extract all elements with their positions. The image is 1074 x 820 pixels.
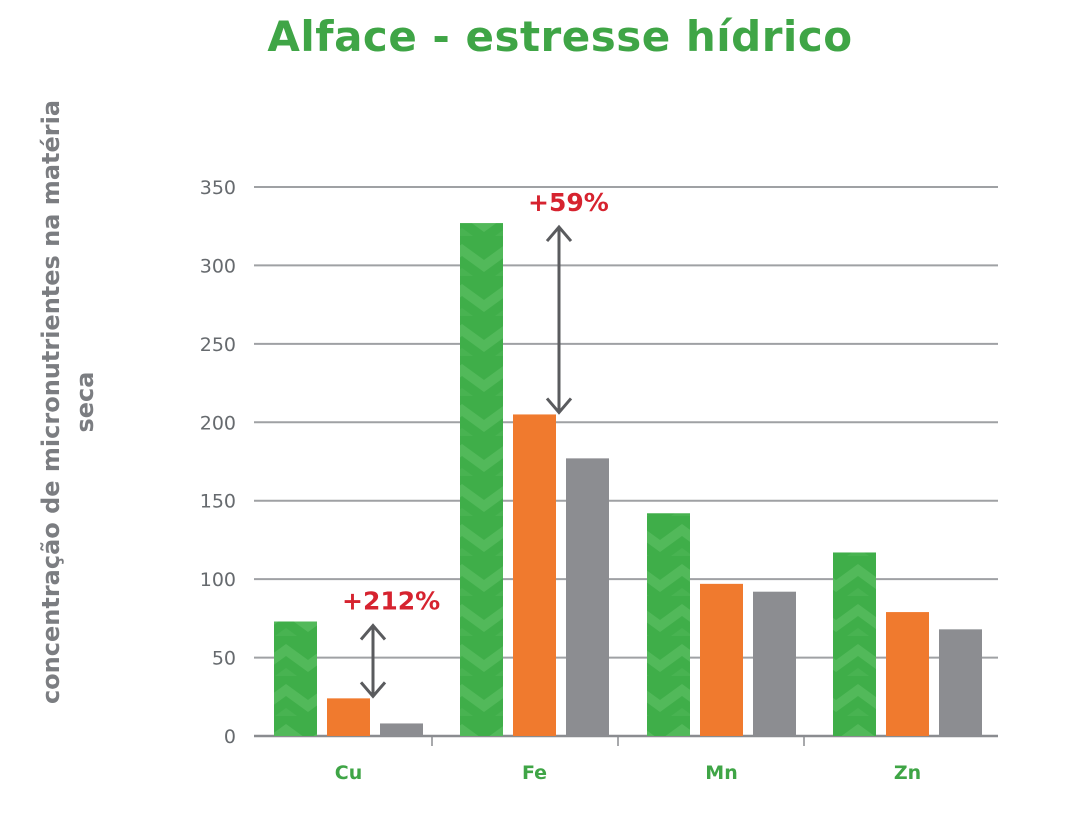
y-tick-label: 100 <box>200 569 236 591</box>
y-tick-label: 150 <box>200 491 236 513</box>
y-tick-label: 50 <box>212 648 236 670</box>
y-tick-label: 350 <box>200 177 236 199</box>
bar-zn-2 <box>886 612 929 736</box>
annotation-label: +59% <box>528 188 609 217</box>
arrow-head-down <box>545 397 573 415</box>
annotations: +212% +59% <box>342 188 609 699</box>
bar-mn-3 <box>753 591 796 736</box>
gridlines <box>254 186 998 746</box>
x-tick-labels: Cu Fe Mn Zn <box>335 762 921 784</box>
bar-cu-3 <box>380 723 423 736</box>
bar-fe-1 <box>460 223 503 736</box>
y-tick-label: 200 <box>200 412 236 434</box>
bar-zn-1 <box>833 552 876 736</box>
bar-mn-1 <box>647 513 690 736</box>
y-tick-label: 250 <box>200 334 236 356</box>
y-tick-labels: 0 50 100 150 200 250 300 350 <box>200 177 236 748</box>
bar-cu-1 <box>274 621 317 736</box>
arrow-head-up <box>545 224 573 243</box>
arrow-head-up <box>359 623 387 641</box>
chart-title: Alface - estresse hídrico <box>267 12 853 61</box>
x-tick-label: Mn <box>705 762 737 784</box>
bar-zn-3 <box>939 629 982 736</box>
bar-mn-2 <box>700 583 743 736</box>
x-tick-label: Zn <box>894 762 921 784</box>
annotation-label: +212% <box>342 586 440 615</box>
bar-fe-3 <box>566 458 609 736</box>
bar-cu-2 <box>327 698 370 736</box>
y-tick-label: 300 <box>200 255 236 277</box>
arrow-head-down <box>359 681 387 699</box>
bar-fe-2 <box>513 414 556 736</box>
x-tick-label: Fe <box>522 762 547 784</box>
y-tick-label: 0 <box>224 726 236 748</box>
x-tick-label: Cu <box>335 762 362 784</box>
bars <box>274 223 982 736</box>
